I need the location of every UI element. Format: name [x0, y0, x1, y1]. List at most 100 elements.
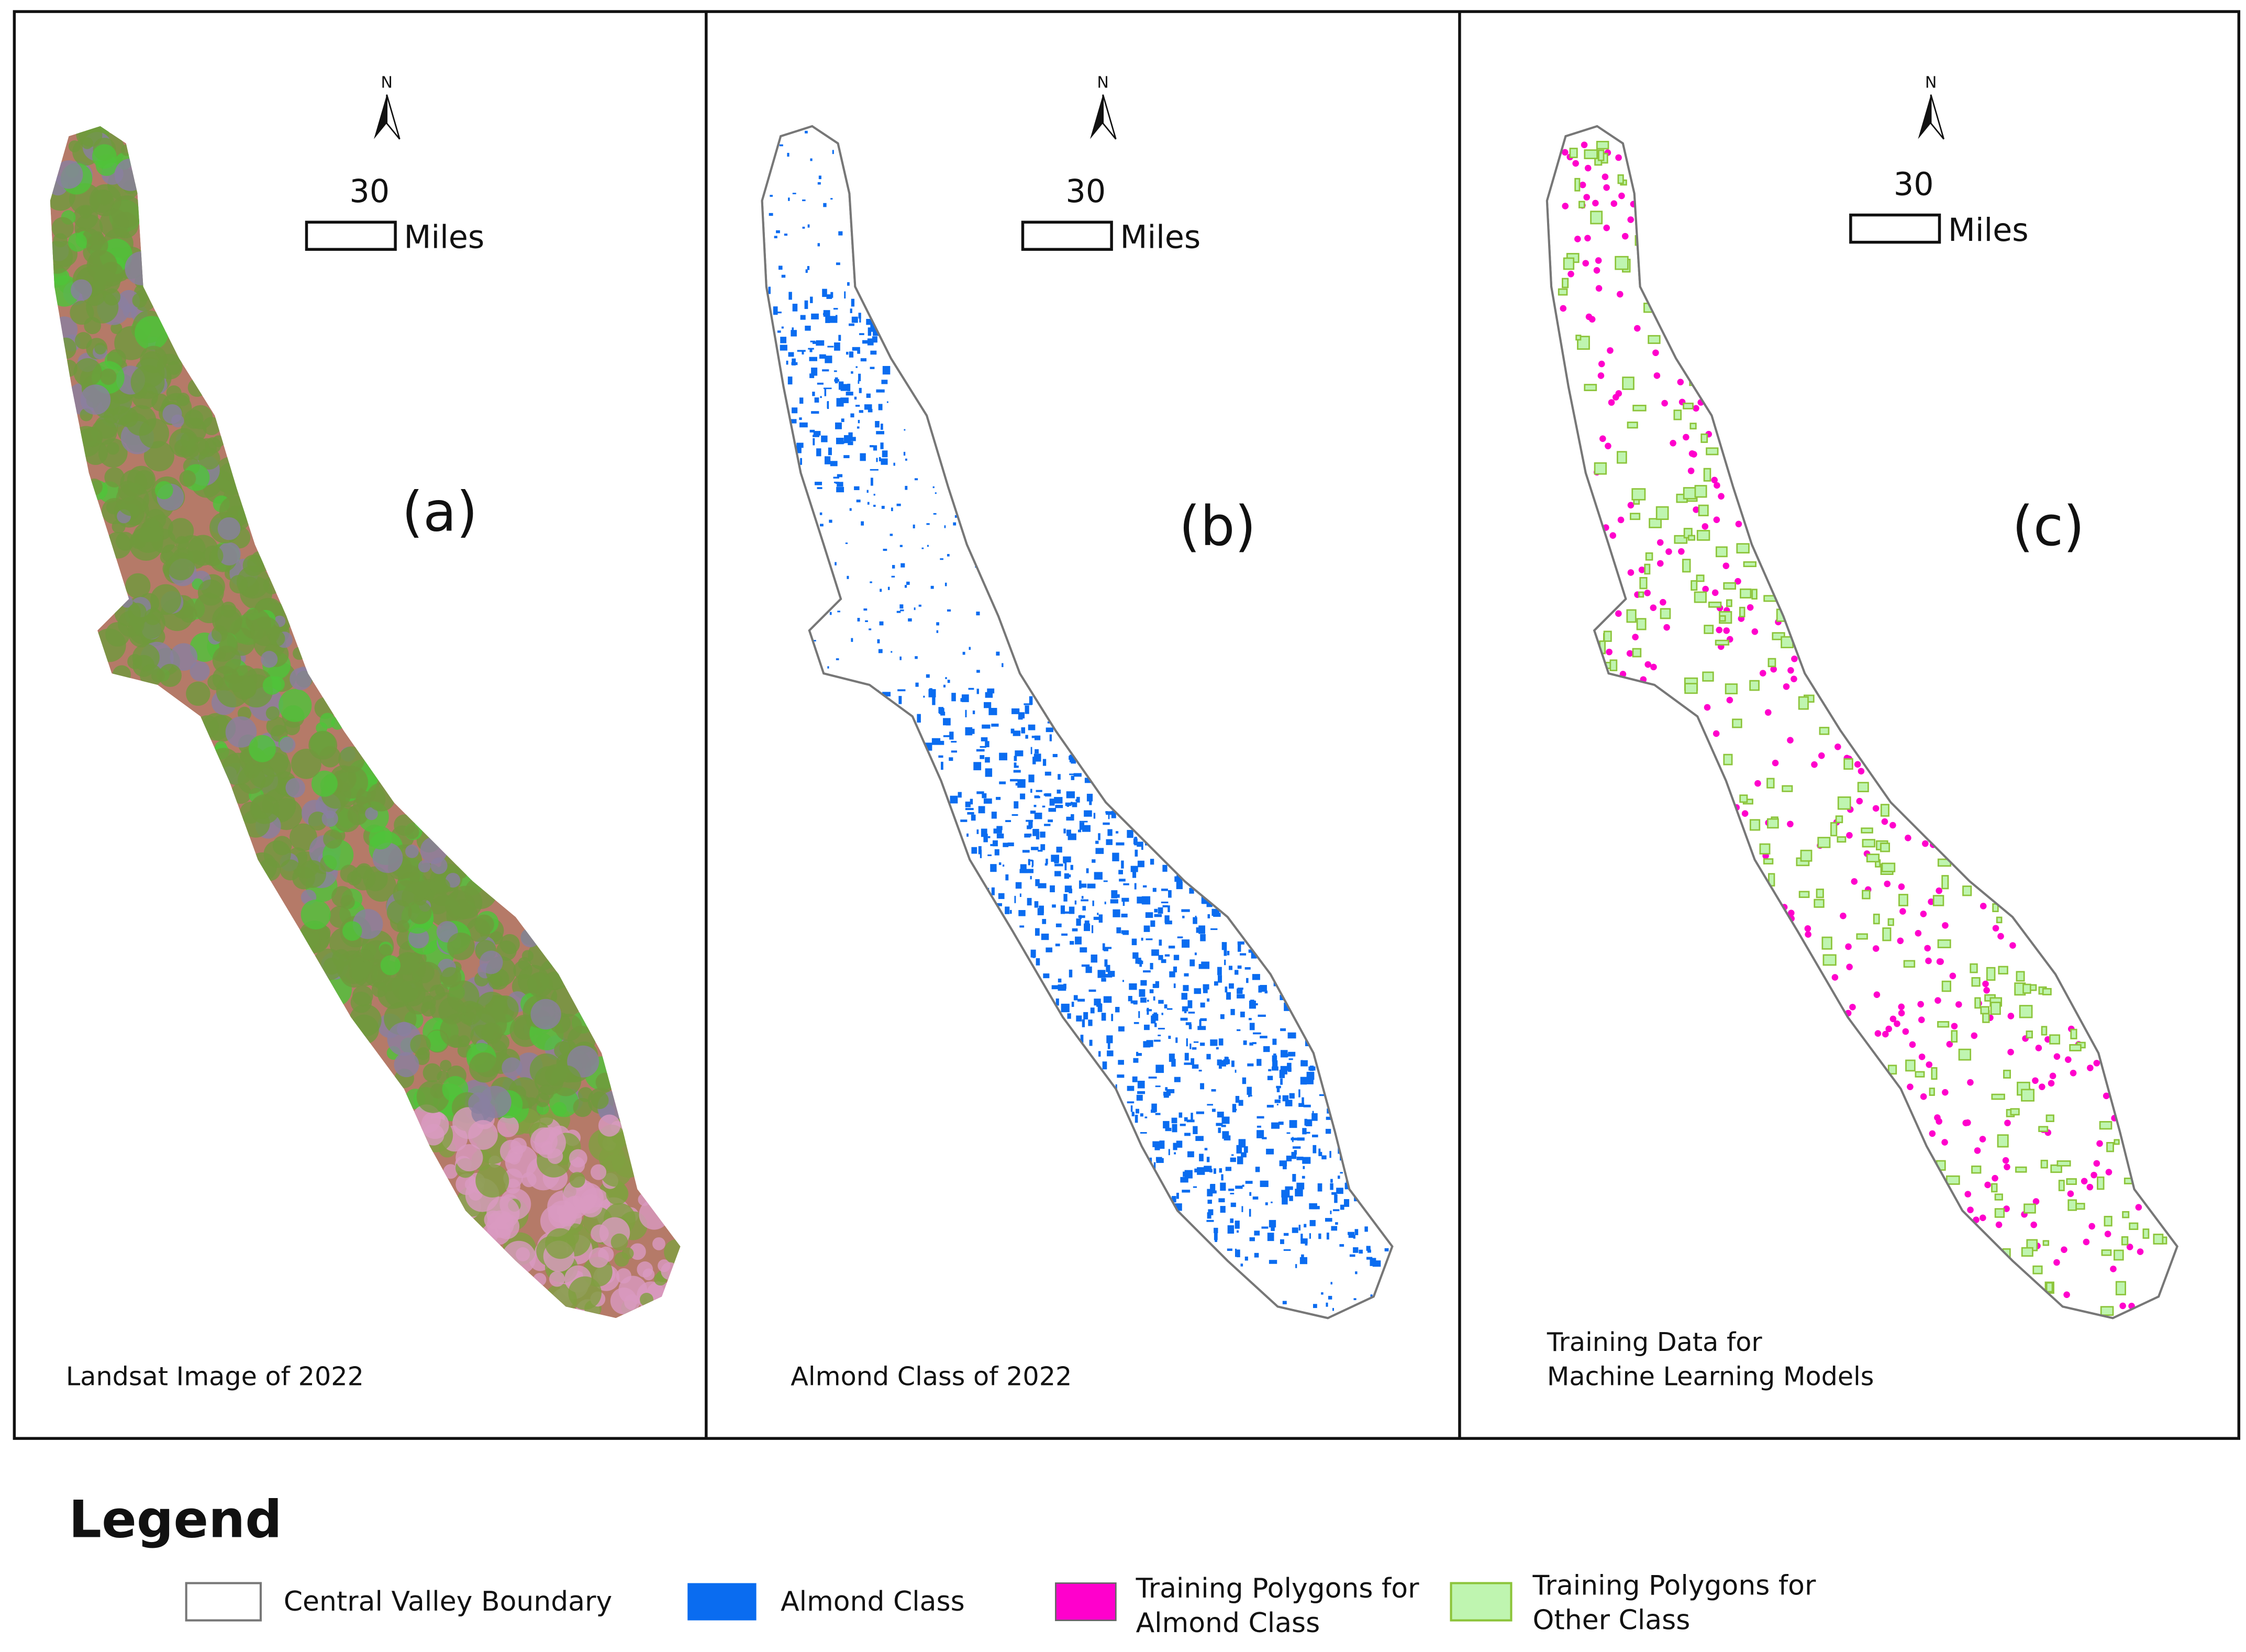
other-polygon — [1945, 1175, 1960, 1185]
almond-pixel — [951, 740, 957, 743]
almond-pixel — [1104, 959, 1108, 967]
almond-pixel — [870, 350, 877, 355]
almond-pixel — [1208, 1209, 1214, 1215]
land-cover — [106, 442, 119, 455]
almond-pixel — [1155, 1157, 1162, 1161]
land-cover — [212, 645, 241, 674]
almond-pixel — [1121, 913, 1128, 918]
north-label: N — [381, 73, 393, 92]
almond-pixel — [1199, 1019, 1202, 1027]
land-cover — [433, 878, 450, 895]
almond-pixel — [830, 461, 838, 467]
almond-pixel — [1300, 1234, 1303, 1241]
almond-pixel — [1019, 925, 1025, 928]
land-cover — [170, 643, 198, 671]
almond-polygon — [2096, 1140, 2103, 1147]
almond-polygon — [1585, 313, 1593, 320]
almond-pixel — [1211, 1108, 1216, 1112]
almond-pixel — [856, 500, 861, 503]
other-polygon — [2010, 1108, 2020, 1116]
almond-pixel — [1044, 863, 1048, 866]
almond-polygon — [1615, 390, 1622, 397]
almond-pixel — [1099, 971, 1102, 973]
almond-pixel — [1054, 863, 1063, 867]
other-polygon — [1617, 174, 1624, 184]
almond-pixel — [1097, 1003, 1103, 1012]
almond-pixel — [1262, 1137, 1267, 1139]
almond-pixel — [940, 740, 944, 745]
almond-polygon — [1593, 267, 1600, 274]
almond-pixel — [1030, 747, 1032, 755]
other-polygon — [1980, 1006, 1989, 1015]
almond-pixel — [1035, 928, 1040, 936]
land-cover — [569, 1172, 585, 1188]
almond-polygon — [1764, 709, 1772, 716]
land-cover — [125, 573, 151, 598]
almond-pixel — [933, 513, 937, 515]
almond-pixel — [1249, 1095, 1252, 1097]
land-cover — [591, 1091, 609, 1110]
almond-pixel — [900, 609, 904, 612]
other-polygon — [2042, 1240, 2050, 1246]
almond-polygon — [1562, 203, 1569, 209]
almond-pixel — [777, 330, 781, 333]
almond-pixel — [935, 492, 937, 494]
almond-pixel — [1211, 1089, 1216, 1092]
land-cover — [394, 1052, 419, 1078]
almond-pixel — [1326, 1302, 1328, 1307]
almond-pixel — [866, 393, 871, 398]
land-cover — [94, 415, 118, 439]
almond-pixel — [1048, 819, 1053, 823]
almond-pixel — [1110, 899, 1118, 904]
almond-pixel — [1106, 964, 1110, 972]
almond-pixel — [1235, 1221, 1240, 1229]
almond-pixel — [1312, 1111, 1314, 1117]
other-polygon — [1862, 839, 1876, 848]
almond-pixel — [824, 456, 831, 464]
almond-pixel — [836, 658, 839, 660]
almond-pixel — [1116, 927, 1121, 934]
almond-polygon — [1650, 663, 1657, 671]
almond-pixel — [1326, 1116, 1333, 1120]
almond-polygon — [1656, 560, 1664, 567]
almond-polygon — [1979, 1136, 1986, 1143]
almond-pixel — [1252, 1042, 1257, 1045]
almond-pixel — [1235, 1185, 1243, 1189]
almond-pixel — [1164, 954, 1170, 957]
almond-pixel — [906, 581, 910, 585]
almond-polygon — [1670, 440, 1676, 447]
land-cover — [521, 1172, 537, 1188]
other-polygon — [1986, 967, 1996, 981]
almond-pixel — [1214, 981, 1218, 986]
almond-pixel — [1283, 1233, 1289, 1236]
almond-pixel — [1271, 1122, 1280, 1129]
legend-swatch — [687, 1583, 757, 1621]
other-polygon — [2153, 1234, 2164, 1245]
almond-pixel — [835, 422, 842, 429]
north-arrow — [374, 94, 387, 139]
almond-pixel — [870, 581, 872, 583]
panel-caption: Machine Learning Models — [1547, 1361, 1874, 1392]
almond-pixel — [1031, 736, 1036, 738]
other-polygon — [1632, 648, 1642, 658]
almond-pixel — [1173, 966, 1177, 973]
land-cover — [496, 940, 517, 961]
almond-pixel — [896, 503, 901, 506]
almond-pixel — [1238, 1139, 1246, 1148]
land-cover — [339, 958, 369, 988]
almond-polygon — [1751, 628, 1759, 635]
almond-pixel — [962, 651, 965, 655]
almond-pixel — [837, 474, 843, 478]
almond-pixel — [1111, 1014, 1114, 1022]
almond-pixel — [1189, 1043, 1192, 1049]
almond-pixel — [1227, 1225, 1235, 1234]
land-cover — [280, 859, 301, 881]
almond-polygon — [1562, 149, 1569, 156]
almond-pixel — [976, 829, 979, 834]
almond-pixel — [1134, 837, 1137, 846]
other-polygon — [2032, 1265, 2043, 1274]
almond-pixel — [859, 410, 863, 413]
almond-pixel — [1244, 967, 1251, 970]
other-polygon — [1627, 422, 1638, 429]
almond-pixel — [943, 684, 946, 688]
